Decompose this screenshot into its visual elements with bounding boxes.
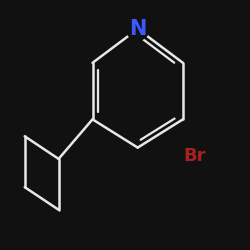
Text: Br: Br <box>183 147 206 165</box>
Bar <box>180 146 225 166</box>
Text: N: N <box>129 19 146 39</box>
Circle shape <box>126 18 149 40</box>
